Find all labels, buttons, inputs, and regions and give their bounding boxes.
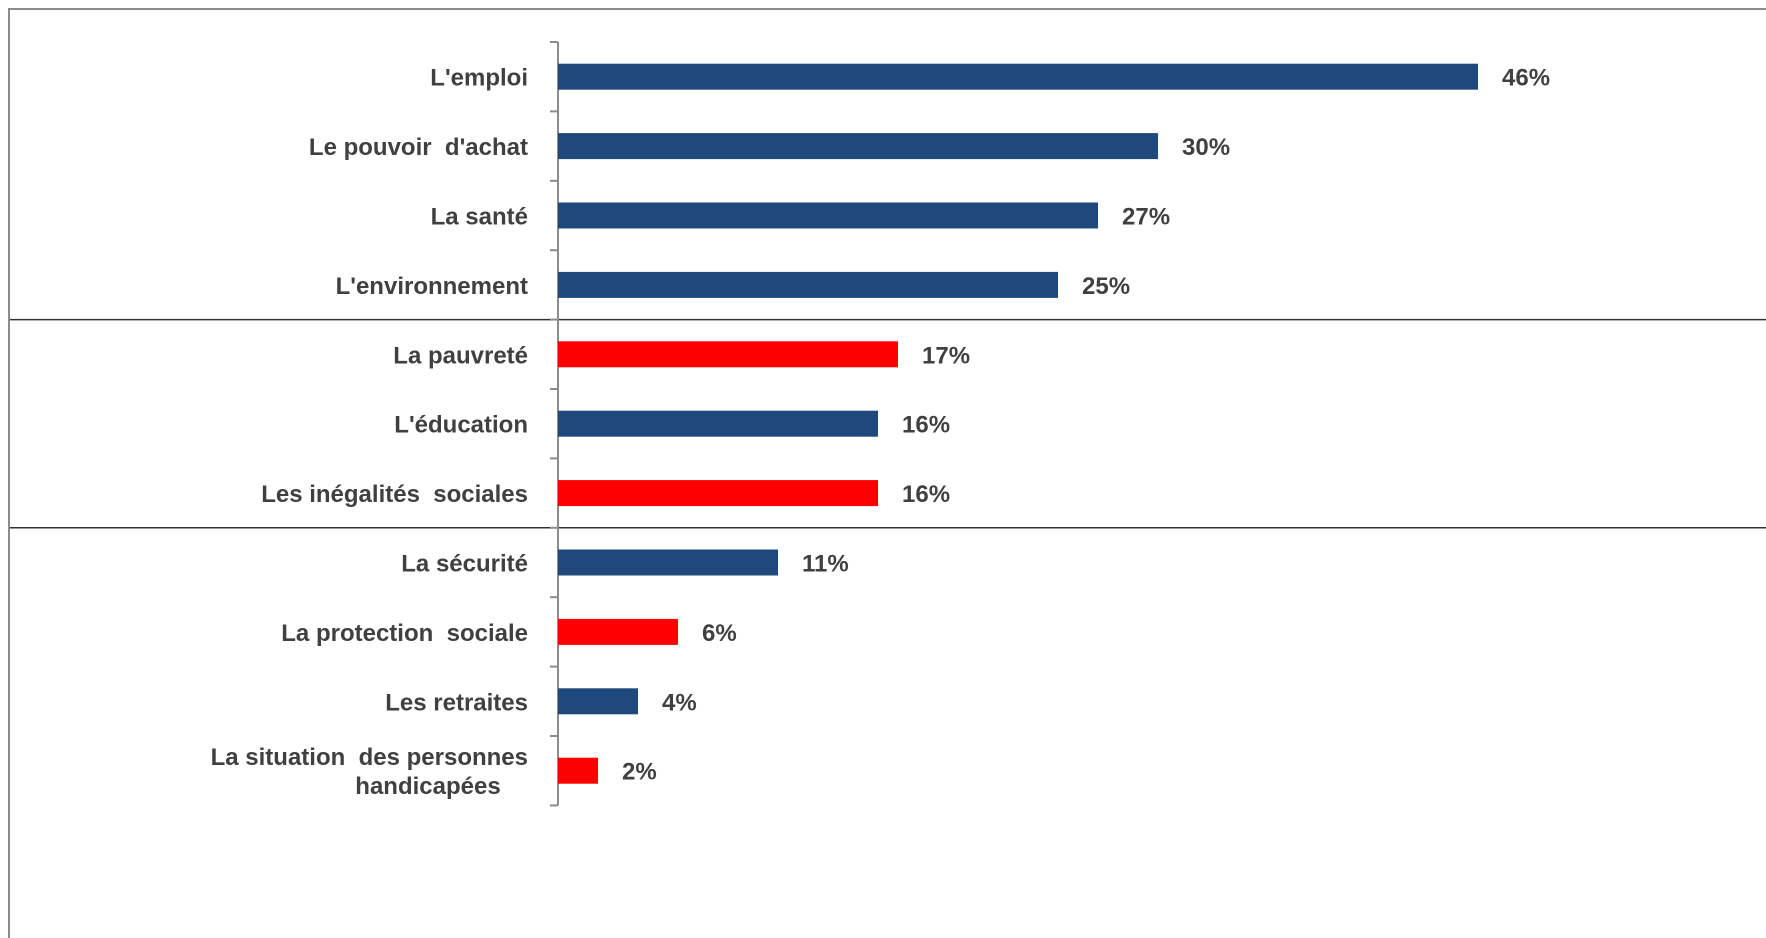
category-axis [550,41,559,807]
category-label: L'éducation [394,412,528,439]
bar [558,480,878,507]
category-label: Les inégalités sociales [261,481,528,508]
bar [558,63,1478,90]
bar [558,202,1098,229]
value-label: 16% [902,412,950,439]
bars [558,63,1478,784]
category-label: L'environnement [336,273,528,300]
value-label: 16% [902,481,950,508]
value-label: 4% [662,689,697,716]
category-label: La situation des personnes handicapées [211,744,528,800]
bar [558,271,1058,298]
bar [558,688,638,715]
value-labels: 46% 30% 27% 25% 17% 16% 16% 11% 6% 4% 2% [622,65,1550,786]
category-label: L'emploi [430,65,528,92]
category-labels: L'emploi Le pouvoir d'achat La santé L'envi… [211,65,528,801]
category-label: La sécurité [401,551,528,578]
category-label: La santé [431,204,528,231]
value-label: 30% [1182,134,1230,161]
value-label: 17% [922,342,970,369]
bar [558,341,898,368]
category-label: La pauvreté [393,342,528,369]
value-label: 27% [1122,204,1170,231]
bar [558,618,678,645]
value-label: 6% [702,620,737,647]
value-label: 25% [1082,273,1130,300]
category-label: Les retraites [385,689,528,716]
chart-frame [8,8,1766,938]
value-label: 46% [1502,65,1550,92]
group-separators [10,318,1766,529]
bar [558,757,598,784]
category-label: Le pouvoir d'achat [309,134,528,161]
category-label: La protection sociale [281,620,528,647]
bar [558,549,778,576]
bar [558,410,878,437]
value-label: 2% [622,759,657,786]
bar [558,133,1158,160]
value-label: 11% [802,551,849,578]
